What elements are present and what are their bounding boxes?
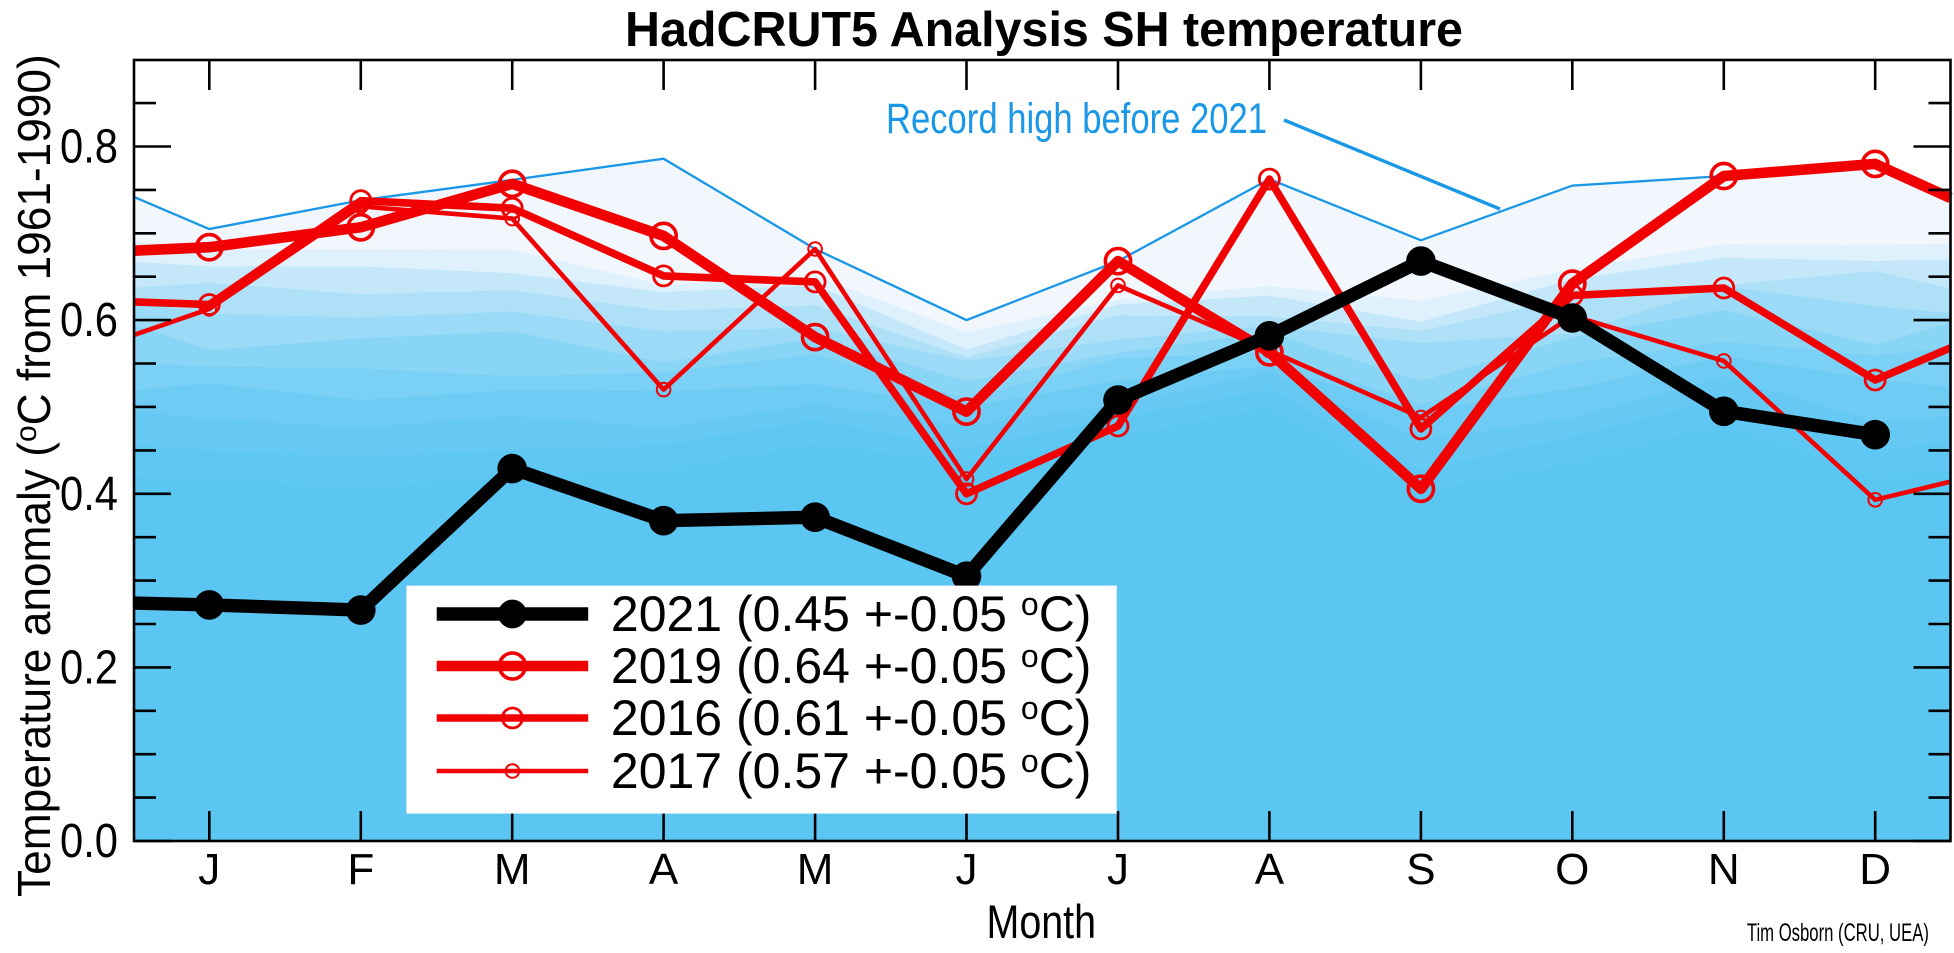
svg-text:A: A <box>1255 845 1285 894</box>
svg-text:2019 (0.64 +-0.05 oC): 2019 (0.64 +-0.05 oC) <box>611 638 1092 694</box>
svg-text:N: N <box>1708 845 1740 894</box>
svg-text:M: M <box>797 845 834 894</box>
svg-text:D: D <box>1859 845 1891 894</box>
svg-text:J: J <box>1107 845 1129 894</box>
svg-text:0.6: 0.6 <box>60 294 118 347</box>
svg-text:0.0: 0.0 <box>60 815 118 868</box>
svg-text:HadCRUT5 Analysis SH temperatu: HadCRUT5 Analysis SH temperature <box>625 3 1463 57</box>
svg-text:Record high before 2021: Record high before 2021 <box>886 95 1267 143</box>
svg-text:0.8: 0.8 <box>60 121 118 174</box>
svg-text:M: M <box>494 845 531 894</box>
svg-text:Month: Month <box>987 895 1097 948</box>
svg-text:2016 (0.61 +-0.05 oC): 2016 (0.61 +-0.05 oC) <box>611 690 1092 746</box>
svg-text:2021 (0.45 +-0.05 oC): 2021 (0.45 +-0.05 oC) <box>611 586 1092 642</box>
svg-text:Tim Osborn (CRU, UEA): Tim Osborn (CRU, UEA) <box>1747 919 1929 947</box>
svg-text:2017 (0.57 +-0.05 oC): 2017 (0.57 +-0.05 oC) <box>611 743 1092 799</box>
svg-text:Temperature anomaly (oC from 1: Temperature anomaly (oC from 1961-1990) <box>8 54 60 897</box>
svg-text:A: A <box>649 845 679 894</box>
svg-text:J: J <box>198 845 220 894</box>
svg-text:0.4: 0.4 <box>60 468 118 521</box>
svg-text:F: F <box>347 845 374 894</box>
svg-text:J: J <box>956 845 978 894</box>
svg-text:S: S <box>1406 845 1435 894</box>
svg-text:0.2: 0.2 <box>60 641 118 694</box>
svg-text:O: O <box>1555 845 1589 894</box>
